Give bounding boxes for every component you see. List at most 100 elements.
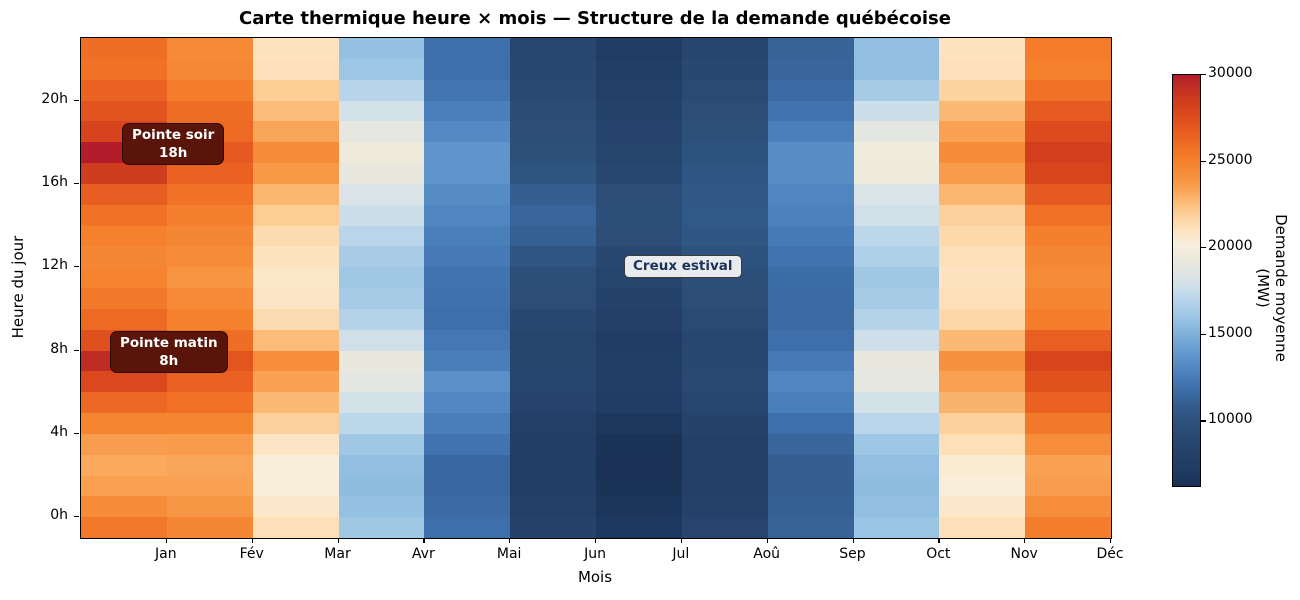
heatmap-cell	[81, 267, 167, 288]
colorbar-tick-mark	[1201, 420, 1206, 422]
heatmap-cell	[596, 371, 682, 392]
heatmap-cell	[167, 371, 253, 392]
heatmap-cell	[510, 434, 596, 455]
heatmap-cell	[596, 476, 682, 496]
heatmap-cell	[768, 351, 854, 371]
heatmap-cell	[339, 517, 424, 538]
heatmap-cell	[253, 38, 339, 59]
heatmap-cell	[339, 246, 424, 267]
heatmap-cell	[339, 101, 424, 121]
colorbar-tick-mark	[1201, 74, 1206, 76]
heatmap-cell	[424, 246, 510, 267]
heatmap-cell	[424, 371, 510, 392]
heatmap-cell	[854, 455, 939, 476]
heatmap-cell	[939, 455, 1025, 476]
heatmap-cell	[768, 101, 854, 121]
heatmap-cell	[854, 351, 939, 371]
heatmap-cell	[510, 330, 596, 351]
colorbar-tick-label: 20000	[1208, 238, 1253, 255]
heatmap-cell	[510, 121, 596, 142]
heatmap-cell	[253, 184, 339, 205]
heatmap-cell	[939, 121, 1025, 142]
y-tick-mark	[74, 516, 79, 518]
heatmap-cell	[81, 371, 167, 392]
heatmap-cell	[939, 246, 1025, 267]
annotation-summer-trough-text: Creux estival	[633, 258, 733, 274]
heatmap-cell	[167, 163, 253, 184]
heatmap-cell	[768, 142, 854, 163]
heatmap-cell	[510, 517, 596, 538]
heatmap-cell	[81, 101, 167, 121]
heatmap-cell	[253, 163, 339, 184]
heatmap-cell	[939, 434, 1025, 455]
heatmap-cell	[596, 496, 682, 517]
heatmap-cell	[854, 267, 939, 288]
heatmap-cell	[339, 371, 424, 392]
heatmap-cell	[939, 142, 1025, 163]
heatmap-cell	[510, 351, 596, 371]
heatmap-cell	[339, 496, 424, 517]
heatmap-cell	[424, 351, 510, 371]
y-tick-mark	[74, 349, 79, 351]
colorbar-tick-mark	[1201, 160, 1206, 162]
heatmap-cell	[339, 413, 424, 434]
heatmap-cell	[682, 330, 768, 351]
heatmap-cell	[510, 38, 596, 59]
heatmap-cell	[167, 476, 253, 496]
x-tick-label: Mai	[496, 546, 522, 562]
y-tick-label: 8h	[50, 340, 68, 357]
heatmap-cell	[596, 205, 682, 226]
x-tick-label: Oct	[926, 546, 951, 562]
heatmap-cell	[1025, 351, 1111, 371]
heatmap-cell	[424, 434, 510, 455]
y-tick-label: 4h	[50, 423, 68, 440]
annotation-morning-peak-text: Pointe matin	[120, 335, 218, 351]
heatmap-cell	[253, 496, 339, 517]
heatmap-cell	[424, 496, 510, 517]
y-tick-label: 0h	[50, 507, 68, 524]
colorbar-tick-label: 15000	[1208, 324, 1253, 341]
heatmap-cell	[339, 434, 424, 455]
heatmap-cell	[1025, 476, 1111, 496]
y-tick-mark	[74, 182, 79, 185]
x-tick-mark	[938, 538, 940, 543]
heatmap-cell	[510, 371, 596, 392]
annotation-evening-peak-text: Pointe soir	[132, 127, 215, 143]
colorbar-tick-mark	[1201, 247, 1206, 249]
heatmap-cell	[854, 59, 939, 80]
heatmap-cell	[424, 517, 510, 538]
x-tick-label: Jan	[155, 546, 177, 562]
heatmap-cell	[682, 226, 768, 246]
heatmap-cell	[596, 38, 682, 59]
heatmap-cell	[854, 226, 939, 246]
heatmap-cell	[596, 226, 682, 246]
heatmap-cell	[339, 184, 424, 205]
heatmap-cell	[1025, 330, 1111, 351]
heatmap-cell	[596, 163, 682, 184]
colorbar-tick-mark	[1201, 333, 1206, 336]
x-tick-mark	[337, 538, 339, 543]
heatmap-cell	[854, 184, 939, 205]
heatmap-cell	[768, 455, 854, 476]
heatmap-cell	[854, 517, 939, 538]
annotation-morning-peak-hour: 8h	[159, 353, 179, 370]
heatmap-cell	[596, 121, 682, 142]
heatmap-cell	[167, 288, 253, 309]
heatmap-cell	[939, 330, 1025, 351]
heatmap-cell	[424, 142, 510, 163]
heatmap-cell	[768, 476, 854, 496]
heatmap-cell	[768, 309, 854, 330]
heatmap-cell	[81, 434, 167, 455]
heatmap-cell	[339, 455, 424, 476]
heatmap-cell	[854, 309, 939, 330]
heatmap-cell	[1025, 142, 1111, 163]
heatmap-cell	[1025, 121, 1111, 142]
heatmap-cell	[253, 246, 339, 267]
heatmap-cell	[424, 392, 510, 413]
heatmap-cell	[167, 80, 253, 101]
heatmap-cell	[253, 371, 339, 392]
heatmap-cell	[339, 226, 424, 246]
heatmap-cell	[253, 142, 339, 163]
heatmap-cell	[510, 101, 596, 121]
heatmap-cell	[339, 205, 424, 226]
